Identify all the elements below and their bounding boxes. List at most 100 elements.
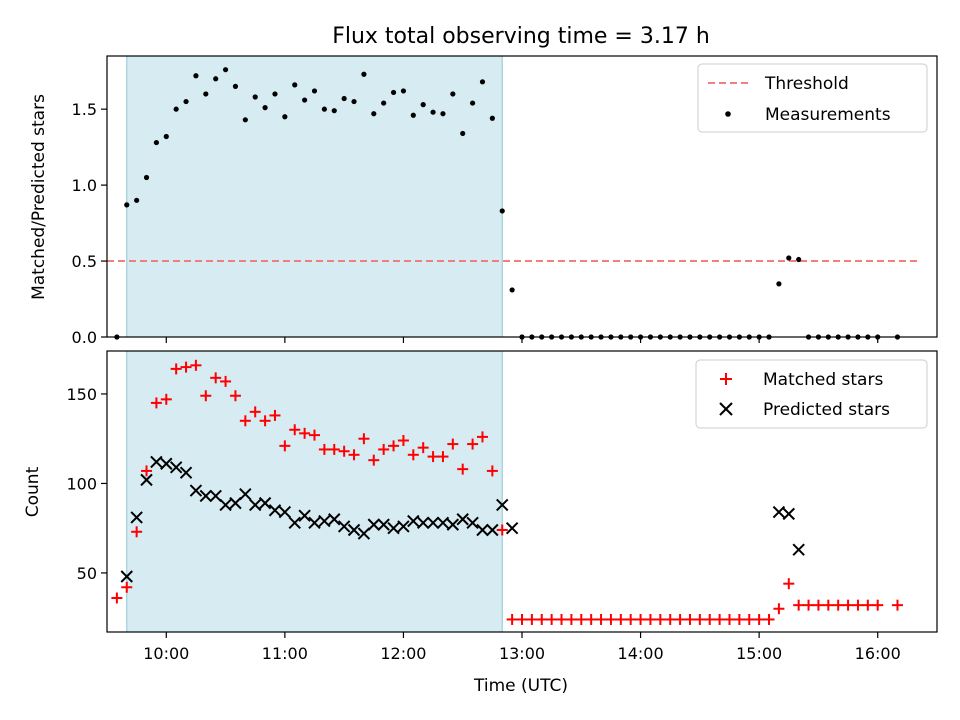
matched-point — [476, 431, 488, 443]
measurement-point — [252, 94, 258, 100]
measurement-point — [381, 100, 387, 106]
measurement-point — [460, 130, 466, 137]
predicted-point — [298, 509, 311, 522]
legend-predicted-label: Predicted stars — [763, 400, 890, 420]
measurement-point — [440, 111, 446, 117]
matched-point — [684, 613, 696, 625]
measurement-point — [311, 88, 318, 94]
legend-measurements-swatch — [725, 111, 731, 117]
matched-point — [447, 438, 459, 450]
predicted-point — [150, 455, 163, 469]
matched-point — [694, 613, 706, 625]
x-tick-label: 13:00 — [499, 644, 545, 663]
predicted-point — [387, 521, 400, 535]
matched-point — [131, 526, 143, 538]
matched-point — [200, 390, 212, 402]
matched-point — [229, 390, 241, 402]
chart-title: Flux total observing time = 3.17 h — [332, 24, 710, 49]
matched-point — [842, 599, 854, 611]
matched-point — [259, 415, 271, 427]
matched-point — [625, 613, 637, 625]
predicted-point — [486, 523, 499, 537]
predicted-point — [179, 466, 193, 479]
predicted-point — [239, 487, 252, 501]
matched-point — [239, 415, 251, 427]
bottom-x-ticks: 10:00 11:00 12:00 13:00 14:00 15:00 16:00 — [143, 632, 901, 663]
measurement-point — [262, 105, 268, 111]
matched-point — [378, 443, 390, 455]
matched-point — [852, 599, 864, 611]
matched-point — [338, 445, 350, 457]
matched-point — [141, 465, 153, 477]
x-tick-label: 11:00 — [262, 644, 308, 663]
predicted-point — [140, 473, 153, 487]
measurement-point — [232, 83, 239, 89]
matched-point — [289, 424, 301, 436]
predicted-point — [792, 543, 805, 556]
measurement-point — [203, 91, 209, 97]
matched-point — [753, 613, 765, 625]
measurement-point — [222, 67, 229, 73]
predicted-point — [436, 516, 450, 530]
predicted-point — [160, 457, 173, 470]
measurement-point — [796, 256, 802, 263]
matched-point — [249, 406, 261, 418]
matched-stars-series — [111, 359, 903, 625]
matched-point — [269, 409, 281, 421]
measurement-point — [331, 108, 337, 114]
predicted-point — [456, 513, 469, 526]
matched-point — [417, 442, 429, 454]
matched-point — [180, 361, 192, 373]
top-legend: Threshold Measurements — [697, 63, 928, 133]
matched-point — [427, 451, 439, 463]
matched-point — [704, 613, 716, 625]
measurement-point — [776, 281, 782, 287]
matched-point — [437, 451, 449, 463]
matched-point — [328, 443, 340, 455]
matched-point — [585, 613, 597, 625]
bottom-legend: Matched stars Predicted stars — [695, 359, 928, 429]
predicted-point — [505, 521, 519, 535]
matched-point — [150, 397, 162, 409]
predicted-point — [209, 489, 222, 503]
predicted-point — [337, 520, 351, 533]
matched-point — [210, 372, 222, 384]
y-tick-label: 100 — [66, 474, 97, 493]
measurement-point — [183, 98, 189, 105]
measurement-point — [489, 115, 495, 121]
measurement-point — [390, 89, 397, 96]
bottom-y-ticks: 50 100 150 — [66, 385, 107, 583]
observing-span-top — [126, 55, 503, 338]
measurement-point — [163, 133, 169, 140]
measurement-point — [134, 197, 140, 203]
top-y-ticks: 0.0 0.5 1.0 1.5 — [72, 100, 107, 347]
measurement-point — [499, 208, 505, 214]
top-y-axis-label: Matched/Predicted stars — [29, 94, 49, 300]
matched-point — [397, 434, 409, 446]
matched-point — [793, 599, 805, 611]
x-tick-label: 10:00 — [143, 644, 189, 663]
matched-point — [220, 375, 232, 387]
x-tick-label: 12:00 — [380, 644, 426, 663]
matched-point — [654, 613, 666, 625]
bottom-y-axis-label: Count — [23, 466, 43, 517]
matched-point — [536, 613, 548, 625]
predicted-point — [496, 498, 509, 512]
measurement-point — [124, 202, 130, 208]
x-tick-label: 16:00 — [855, 644, 901, 663]
predicted-point — [466, 516, 479, 530]
y-tick-label: 0.0 — [72, 328, 97, 347]
predicted-point — [219, 498, 232, 512]
matched-point — [714, 613, 726, 625]
predicted-point — [782, 507, 795, 521]
matched-point — [526, 613, 538, 625]
matched-point — [457, 463, 469, 475]
matched-point — [674, 613, 686, 625]
predicted-point — [416, 516, 430, 530]
predicted-point — [229, 496, 242, 510]
matched-point — [733, 613, 745, 625]
x-tick-label: 15:00 — [736, 644, 782, 663]
y-tick-label: 150 — [66, 385, 97, 404]
bottom-legend-box — [695, 359, 928, 429]
